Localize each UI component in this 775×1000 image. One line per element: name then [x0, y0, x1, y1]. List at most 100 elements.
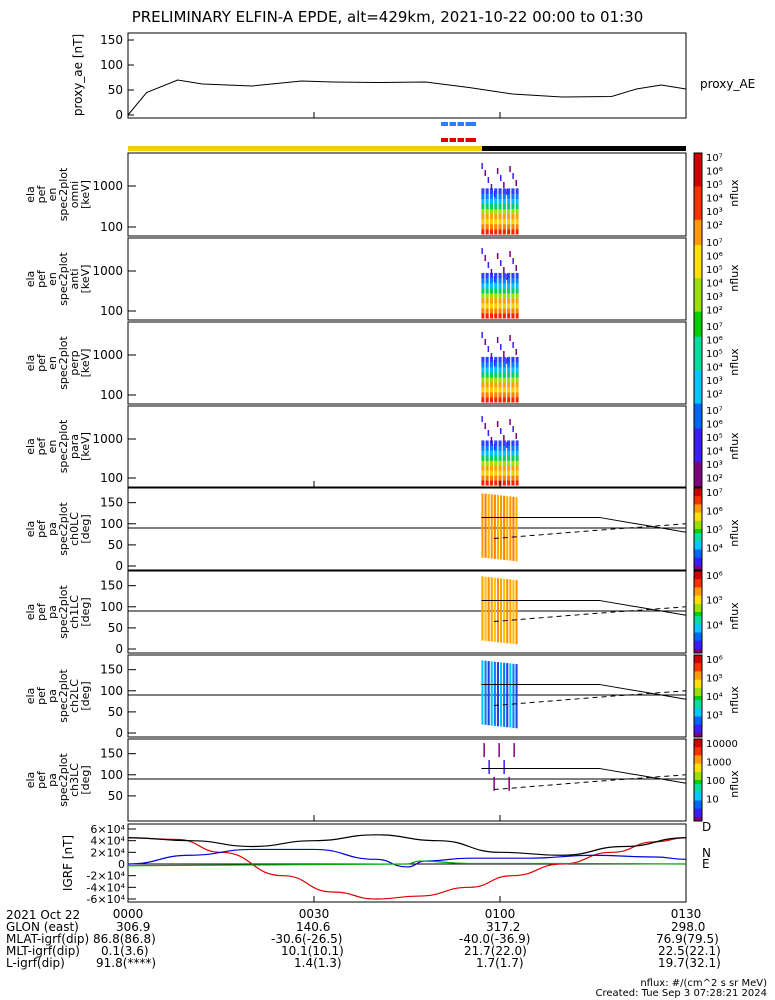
spec-speck: [506, 358, 508, 364]
colorbar-cell: [694, 361, 702, 371]
pa-frame-ch3LC: [127, 738, 687, 822]
time-tick-label: 0030: [299, 907, 330, 921]
ephem-value: 91.8(****): [96, 956, 157, 970]
colorbar-cell: [694, 808, 702, 814]
pa-stripe: [484, 576, 487, 641]
colorbar-cell: [694, 153, 702, 162]
colorbar-cell: [694, 804, 702, 810]
colorbar-cell: [694, 732, 702, 738]
colorbar-cell: [694, 496, 702, 501]
colorbar-cell: [694, 812, 702, 818]
colorbar-cell: [694, 436, 702, 446]
pa-ylabel-line: [deg]: [79, 514, 92, 543]
colorbar-cell: [694, 508, 702, 514]
colorbar-cell: [694, 203, 702, 212]
ephem-value: 76.9(79.5): [656, 932, 719, 946]
colorbar-cell: [694, 800, 702, 806]
pa-ylabel-line: pef: [35, 519, 48, 538]
colorbar-cell: [694, 561, 702, 567]
ephem-value: -30.6(-26.5): [271, 932, 343, 946]
igrf-ytick-label: -6×10⁴: [86, 893, 125, 906]
colorbar-tick-label: 10³: [706, 292, 723, 303]
spec-speck: [500, 260, 502, 266]
colorbar-cell: [694, 671, 702, 676]
colorbar-tick-label: 10³: [706, 207, 723, 218]
spec-gap: [493, 266, 495, 319]
colorbar-cell: [694, 186, 702, 196]
colorbar-tick-label: 10³: [706, 711, 723, 722]
ephem-value: 140.6: [296, 920, 331, 934]
colorbar-label: nflux: [728, 432, 741, 460]
pa-ylabel-line: pa: [46, 522, 59, 536]
pa-ylabel-line: spec2plot: [57, 502, 70, 556]
colorbar-cell: [694, 595, 702, 601]
ephem-value: 22.5(22.1): [658, 944, 721, 958]
spec-speck: [490, 353, 493, 359]
bar-gap: [456, 137, 458, 143]
spec-speck: [512, 342, 514, 348]
spec-cell: [481, 361, 519, 368]
spec-gap: [510, 182, 512, 235]
spec-ylabel-line: en: [46, 272, 59, 286]
colorbar-cell: [694, 724, 702, 730]
colorbar-cell: [694, 219, 702, 229]
spec-ylabel-line: ela: [24, 271, 37, 288]
spec-speck: [506, 274, 508, 280]
pa-ytick-label: 50: [108, 789, 123, 803]
colorbar-cell: [694, 228, 702, 237]
spec-cell: [481, 396, 519, 403]
igrf-series-D: [127, 837, 687, 900]
colorbar-cell: [694, 557, 702, 563]
igrf-frame: [127, 823, 687, 903]
colorbar-cell: [694, 520, 702, 526]
science-zone-bar-red: [441, 138, 476, 142]
pa-stripe: [481, 576, 484, 641]
colorbar-cell: [694, 533, 702, 538]
ephem-row-label-2: MLAT-igrf(dip): [6, 932, 90, 946]
colorbar-cell: [694, 712, 702, 717]
igrf-ytick-label: 6×10⁴: [90, 823, 125, 836]
colorbar-cell: [694, 378, 702, 388]
colorbar-cell: [694, 386, 702, 396]
pa-ylabel-line: pef: [35, 602, 48, 621]
colorbar-cell: [694, 445, 702, 455]
ae-ytick-label: 0: [115, 108, 123, 122]
spec-cell: [481, 188, 519, 194]
colorbar-tick-label: 10⁴: [706, 544, 723, 555]
spec-ylabel-line: pef: [35, 185, 48, 204]
spec-cell: [481, 213, 519, 220]
pa-stripe: [490, 661, 493, 726]
anti-loss-cone-line: [493, 690, 687, 707]
spec-speck: [506, 442, 508, 448]
colorbar-cell: [694, 553, 702, 559]
colorbar-cell: [694, 708, 702, 713]
pa-frame-ch2LC: [127, 654, 687, 738]
spec-frame-anti: [127, 237, 687, 321]
igrf-series-total: [127, 834, 687, 856]
spec-speck: [493, 444, 496, 450]
colorbar-cell: [694, 345, 702, 354]
pa-ylabel-line: pa: [46, 605, 59, 619]
colorbar-cell: [694, 788, 702, 793]
pa-ylabel-line: pef: [35, 686, 48, 705]
colorbar-cell: [694, 640, 702, 646]
spec-cell: [481, 475, 519, 481]
colorbar-cell: [694, 687, 702, 693]
colorbar-cell: [694, 320, 702, 329]
spec-ylabel-line: spec2plot: [57, 336, 70, 390]
spec-ytick-label: 1000: [92, 264, 123, 278]
spec-cell: [481, 376, 519, 383]
spec-gap: [484, 182, 486, 235]
spec-ylabel-line: pef: [35, 353, 48, 372]
colorbar-tick-label: 10⁵: [706, 265, 723, 276]
colorbar-cell: [694, 565, 702, 571]
spec-cell: [481, 282, 519, 289]
pa-colorbar-frame: [693, 570, 703, 654]
colorbar-cell: [694, 545, 702, 550]
colorbar-cell: [694, 816, 702, 822]
colorbar-cell: [694, 336, 702, 346]
pa-ylabel-line: spec2plot: [57, 585, 70, 639]
pa-stripe: [493, 661, 496, 726]
colorbar-tick-label: 10²: [706, 221, 723, 232]
time-tick-label: 0130: [671, 907, 702, 921]
